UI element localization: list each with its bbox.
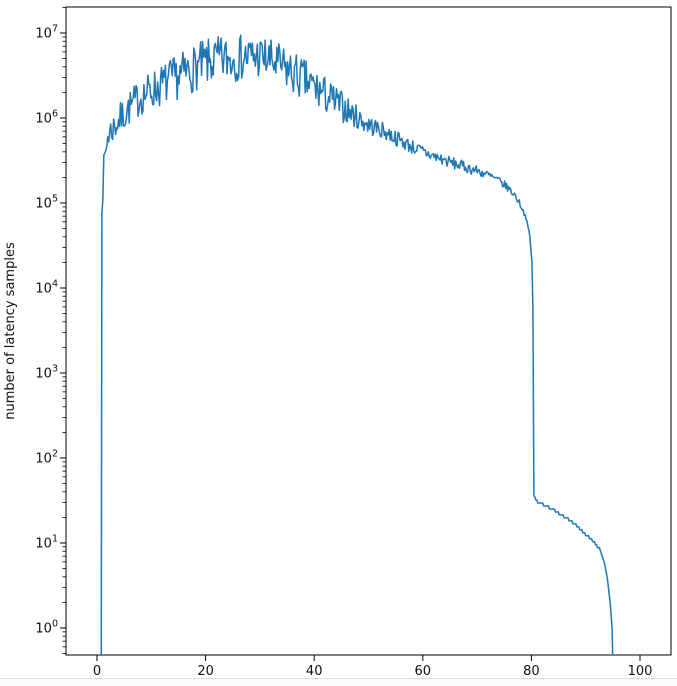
plot-border [65, 6, 672, 656]
y-axis-label: number of latency samples [3, 242, 18, 420]
y-tick-label: 100 [35, 618, 58, 636]
data-line [100, 34, 614, 655]
y-tick-label: 106 [35, 109, 58, 127]
x-tick-label: 40 [306, 664, 323, 679]
y-axis-minor-ticks [62, 7, 66, 654]
y-tick-label: 101 [35, 533, 58, 551]
y-tick-label: 104 [35, 278, 58, 296]
x-tick-label: 0 [93, 664, 101, 679]
y-tick-label: 105 [35, 193, 58, 211]
window-bottom-strip [0, 679, 677, 686]
x-tick-label: 20 [197, 664, 214, 679]
x-tick-label: 60 [415, 664, 432, 679]
window-divider-line [0, 678, 677, 679]
x-tick-label: 100 [628, 664, 653, 679]
y-tick-label: 107 [35, 24, 58, 42]
y-tick-label: 103 [35, 363, 58, 381]
x-axis-ticks: 0 20 40 60 80 100 [93, 655, 653, 679]
x-tick-label: 80 [523, 664, 540, 679]
y-tick-label: 102 [35, 448, 58, 466]
y-axis-ticks: 100 101 102 103 104 105 106 107 [35, 24, 66, 636]
